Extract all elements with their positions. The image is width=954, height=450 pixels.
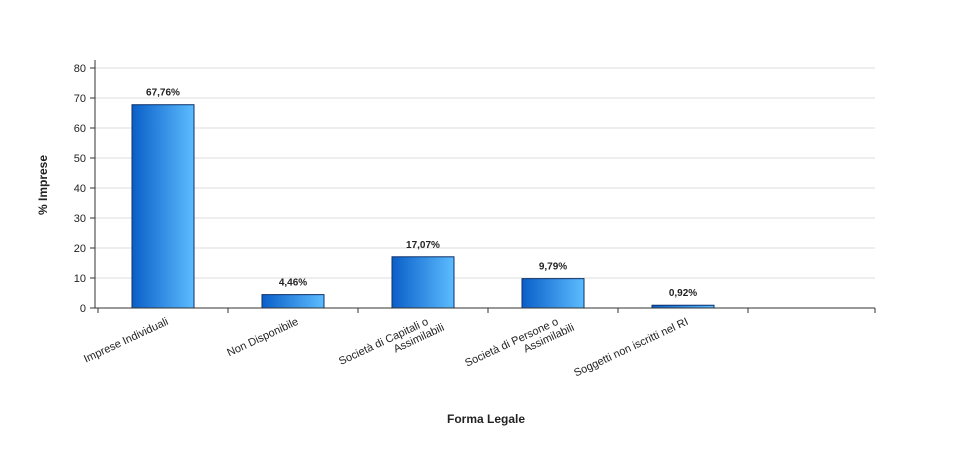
y-tick-label: 70 <box>74 93 86 105</box>
x-tick-label-line: Imprese Individuali <box>82 316 170 366</box>
x-tick-label-line: Non Disponibile <box>225 316 300 359</box>
x-tick-label: Imprese Individuali <box>82 316 170 366</box>
x-tick-label: Società di Persone oAssimilabili <box>463 311 576 381</box>
x-tick-label: Non Disponibile <box>225 316 300 359</box>
data-label: 67,76% <box>146 88 180 99</box>
y-tick-label: 50 <box>74 153 86 165</box>
y-tick-label: 80 <box>74 63 86 75</box>
x-axis-title: Forma Legale <box>447 412 525 426</box>
y-tick-label: 10 <box>74 273 86 285</box>
x-tick-label: Soggetti non iscritti nel RI <box>572 316 690 380</box>
data-label: 17,07% <box>406 240 440 251</box>
y-axis-title: % Imprese <box>36 155 50 215</box>
y-tick-label: 0 <box>80 303 86 315</box>
axes <box>90 60 876 313</box>
data-label: 4,46% <box>279 278 307 289</box>
bar <box>391 256 455 309</box>
bar <box>261 294 325 309</box>
y-tick-label: 60 <box>74 123 86 135</box>
gridlines <box>95 67 875 279</box>
y-tick-label: 40 <box>74 183 86 195</box>
x-tick-label-line: Soggetti non iscritti nel RI <box>572 316 690 380</box>
data-label: 0,92% <box>669 288 697 299</box>
bar <box>521 278 585 309</box>
data-label: 9,79% <box>539 262 567 273</box>
x-tick-label: Società di Capitali oAssimilabili <box>337 311 446 379</box>
bars <box>131 104 715 309</box>
y-tick-label: 30 <box>74 213 86 225</box>
y-tick-label: 20 <box>74 243 86 255</box>
bar <box>131 104 195 309</box>
